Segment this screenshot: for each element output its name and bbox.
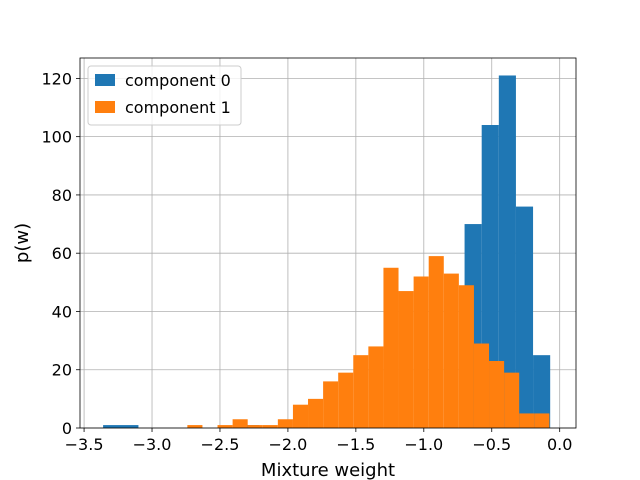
y-tick-label: 120 [41,69,72,88]
component-1-bar [338,372,354,428]
axis-ticks: −3.5 −3.0 −2.5 −2.0 −1.5 −1.0 −0.5 0.0 0 20 40 60 80… [41,69,572,454]
plot-frame [79,57,577,429]
legend-box [87,65,242,126]
component-1-bar [534,413,550,428]
legend-swatch [95,101,115,113]
y-tick-label: 60 [52,244,72,263]
x-tick-label: −2.5 [201,435,240,454]
bars [103,75,551,428]
component-1-bar [323,381,339,428]
legend-swatch [95,74,115,86]
y-tick-label: 40 [52,302,72,321]
component-1-bar [398,291,414,428]
x-tick-label: −1.0 [404,435,443,454]
x-tick-label: −3.0 [133,435,172,454]
component-1-bar [413,276,429,428]
component-0-bar [498,75,516,428]
component-1-bar [383,267,399,428]
component-1-bar [292,404,309,428]
component-1-bar [489,360,505,428]
y-axis-label: p(w) [12,223,33,263]
component-1-bar [443,273,459,428]
legend: component 0 component 1 [87,65,242,126]
component-0-bar [515,206,534,428]
component-1-bar [187,425,203,428]
component-1-bar [458,285,474,428]
component-1-bar [217,425,233,428]
component-1-bar [247,425,263,428]
y-tick-label: 20 [52,361,72,380]
component-1-bar [277,419,293,428]
x-tick-label: −0.5 [472,435,511,454]
component-0-bar [103,425,139,428]
legend-entry: component 0 [125,71,231,90]
x-tick-label: −2.0 [268,435,307,454]
component-1-bar [353,355,369,428]
component-1-bar [308,398,324,428]
component-0-bar [533,355,551,428]
x-tick-label: 0.0 [547,435,572,454]
component-1-bar [473,343,490,428]
component-1-bar [368,346,384,428]
component-1-bar [428,256,444,428]
y-tick-label: 0 [62,419,72,438]
x-axis-label: Mixture weight [261,460,395,480]
y-tick-label: 100 [41,128,72,147]
component-1-bar [504,372,520,428]
component-1-bar [262,425,278,428]
component-1-bar [519,413,535,428]
legend-entry: component 1 [125,98,231,117]
y-tick-label: 80 [52,186,72,205]
x-tick-label: −1.5 [336,435,375,454]
x-tick-label: −3.5 [65,435,104,454]
component-1-bar [232,419,248,428]
